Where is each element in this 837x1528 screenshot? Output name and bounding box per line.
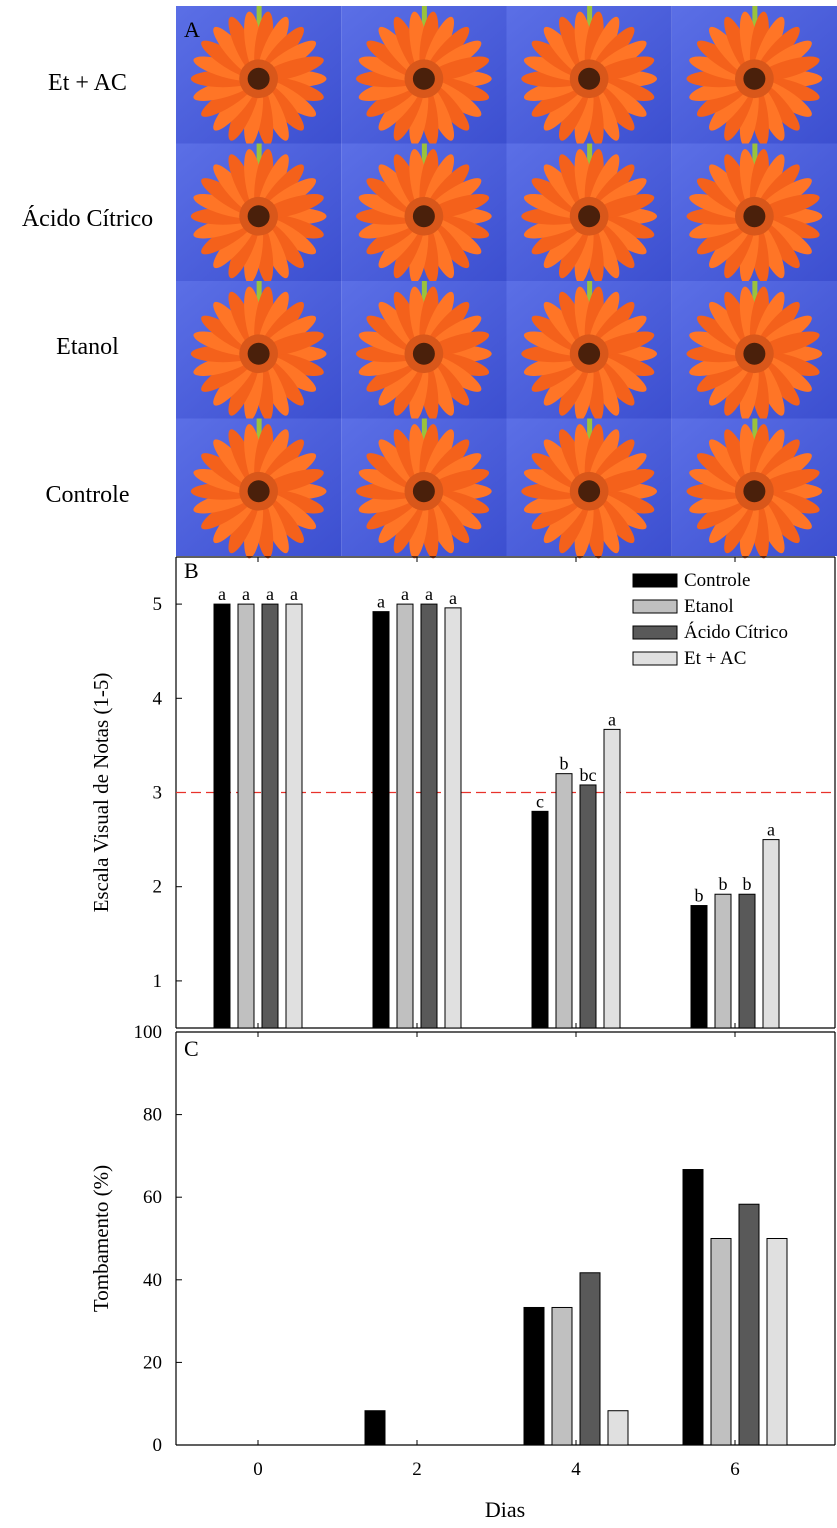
significance-label: bc	[580, 765, 597, 785]
significance-label: a	[767, 820, 775, 840]
bar-Etanol	[714, 893, 732, 1029]
panel-b-letter: B	[184, 558, 199, 583]
bar-Et + AC	[444, 607, 462, 1029]
y-tick-label: 4	[153, 688, 163, 709]
legend-label: Et + AC	[684, 648, 746, 669]
x-tick-label: 0	[253, 1459, 263, 1480]
flower-photo-grid	[176, 6, 837, 559]
significance-label: a	[608, 709, 616, 729]
bar-Ácido Cítrico	[579, 784, 597, 1029]
significance-label: b	[560, 754, 569, 774]
flower-photo	[176, 143, 342, 284]
x-tick-label: 4	[571, 1459, 581, 1480]
bar-Controle	[682, 1169, 704, 1446]
significance-label: b	[695, 886, 704, 906]
panel-c-chart: C 0 20 40 60 80 100 0 2 4 6 Dias Tombamento (%)	[89, 1022, 836, 1522]
legend: Controle Etanol Ácido Cítrico Et + AC	[632, 570, 788, 669]
bar-Controle	[523, 1306, 545, 1446]
significance-label: a	[218, 584, 226, 604]
bar-Ácido Cítrico	[579, 1272, 601, 1446]
y-tick-label: 60	[143, 1187, 162, 1208]
y-tick-label: 100	[134, 1022, 163, 1043]
flower-photo	[506, 418, 672, 559]
legend-label: Etanol	[684, 596, 734, 617]
panel-c-letter: C	[184, 1036, 199, 1061]
bar-Controle	[213, 603, 231, 1029]
significance-label: b	[719, 874, 728, 894]
bar-Etanol	[710, 1238, 732, 1446]
legend-swatch	[632, 599, 678, 614]
significance-label: a	[377, 592, 385, 612]
panel-a-letter: A	[184, 17, 200, 42]
legend-swatch	[632, 625, 678, 640]
y-tick-label: 2	[153, 877, 163, 898]
x-tick-label: 6	[730, 1459, 740, 1480]
flower-photo	[671, 143, 837, 284]
significance-label: a	[449, 588, 457, 608]
y-tick-label: 3	[153, 783, 163, 804]
flower-photo	[176, 6, 342, 146]
flower-photo	[671, 6, 837, 146]
y-tick-label: 1	[153, 971, 163, 992]
flower-photo	[341, 418, 507, 559]
row-label-etanol: Etanol	[56, 334, 119, 360]
flower-photo	[341, 6, 507, 146]
row-label-acido-citrico: Ácido Cítrico	[21, 206, 154, 232]
bar-Ácido Cítrico	[261, 603, 279, 1029]
significance-label: a	[290, 584, 298, 604]
flower-photo	[671, 418, 837, 559]
bar-Ácido Cítrico	[738, 893, 756, 1029]
bar-Et + AC	[603, 728, 621, 1029]
bar-Et + AC	[285, 603, 303, 1029]
flower-photo	[506, 143, 672, 284]
bar-Etanol	[396, 603, 414, 1029]
flower-photo	[506, 6, 672, 146]
bar-Controle	[690, 905, 708, 1029]
y-axis-label: Escala Visual de Notas (1-5)	[89, 673, 113, 913]
bar-Controle	[372, 611, 390, 1029]
bar-Etanol	[551, 1306, 573, 1446]
flower-photo	[341, 281, 507, 421]
bar-Et + AC	[762, 839, 780, 1029]
significance-label: b	[743, 874, 752, 894]
bar-Etanol	[555, 773, 573, 1029]
flower-photo	[176, 418, 342, 559]
bar-Ácido Cítrico	[420, 603, 438, 1029]
bar-Etanol	[237, 603, 255, 1029]
bar-Et + AC	[766, 1238, 788, 1446]
flower-photo	[506, 281, 672, 421]
significance-label: a	[242, 584, 250, 604]
bar-Ácido Cítrico	[738, 1203, 760, 1446]
y-tick-label: 40	[143, 1270, 162, 1291]
bar-Et + AC	[607, 1410, 629, 1446]
row-label-et-ac: Et + AC	[48, 70, 127, 96]
legend-swatch	[632, 573, 678, 588]
flower-photo	[341, 143, 507, 284]
y-tick-label: 0	[153, 1435, 163, 1456]
significance-label: c	[536, 791, 544, 811]
legend-label: Controle	[684, 570, 751, 591]
row-label-controle: Controle	[45, 482, 130, 508]
significance-label: a	[401, 584, 409, 604]
y-tick-label: 5	[153, 594, 163, 615]
bar-Controle	[531, 810, 549, 1029]
x-axis-label: Dias	[485, 1497, 525, 1522]
significance-label: a	[266, 584, 274, 604]
y-tick-label: 20	[143, 1352, 162, 1373]
bar-Controle	[364, 1410, 386, 1446]
significance-label: a	[425, 584, 433, 604]
y-axis-label: Tombamento (%)	[89, 1165, 113, 1312]
y-tick-label: 80	[143, 1105, 162, 1126]
x-tick-label: 2	[412, 1459, 422, 1480]
legend-swatch	[632, 651, 678, 666]
flower-photo	[176, 281, 342, 421]
flower-photo	[671, 281, 837, 421]
legend-label: Ácido Cítrico	[684, 621, 788, 643]
